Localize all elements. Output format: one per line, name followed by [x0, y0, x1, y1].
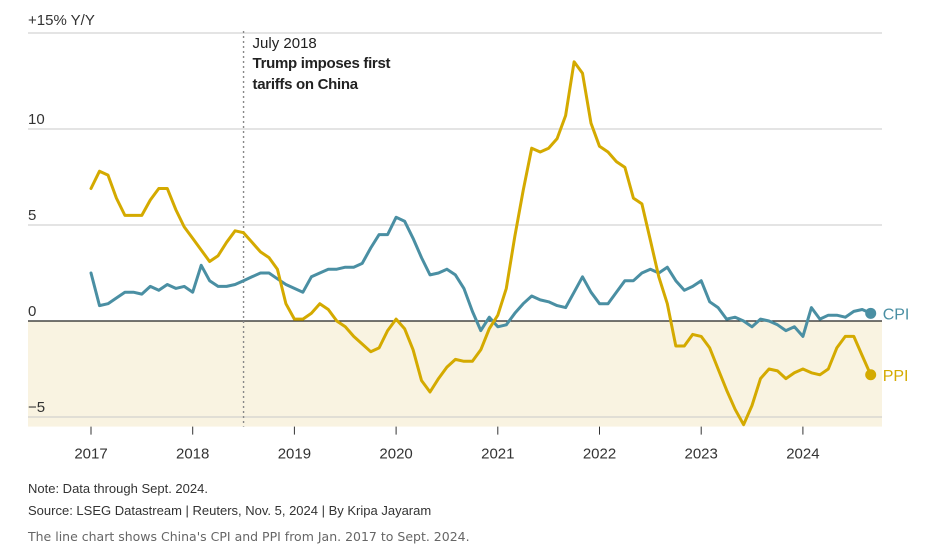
alt-text-description: The line chart shows China's CPI and PPI… — [28, 529, 470, 544]
y-tick-label: 10 — [28, 111, 45, 128]
ppi-series-label: PPI — [883, 368, 909, 385]
footnote: Note: Data through Sept. 2024. — [28, 481, 208, 496]
x-tick-label: 2022 — [583, 446, 616, 463]
x-tick-label: 2018 — [176, 446, 209, 463]
y-axis-label: +15% Y/Y — [28, 12, 95, 29]
ppi-end-marker — [865, 369, 877, 381]
tariff-annotation: July 2018 Trump imposes first tariffs on… — [242, 31, 391, 427]
x-tick-label: 2019 — [278, 446, 311, 463]
annotation-date: July 2018 — [253, 35, 317, 52]
y-tick-label: 5 — [28, 207, 36, 224]
line-chart: 10 5 0 −5 +15% Y/Y 2017 2018 2019 2020 2021 2022… — [28, 12, 910, 463]
annotation-text-line-1: Trump imposes first — [253, 55, 391, 72]
negative-region-shading — [28, 321, 882, 427]
x-tick-label: 2024 — [786, 446, 819, 463]
x-tick-label: 2023 — [685, 446, 718, 463]
x-tick-label: 2021 — [481, 446, 514, 463]
series-layer: CPI PPI — [89, 60, 910, 427]
x-tick-label: 2017 — [74, 446, 107, 463]
annotation-text-line-2: tariffs on China — [253, 76, 359, 93]
x-tick-label: 2020 — [379, 446, 412, 463]
y-tick-labels: 10 5 0 −5 — [28, 111, 45, 416]
x-axis-ticks: 2017 2018 2019 2020 2021 2022 2023 2024 — [74, 426, 820, 463]
source-line: Source: LSEG Datastream | Reuters, Nov. … — [28, 503, 432, 518]
cpi-series-label: CPI — [883, 306, 910, 323]
y-tick-label: −5 — [28, 399, 45, 416]
cpi-end-marker — [865, 307, 877, 319]
y-tick-label: 0 — [28, 303, 36, 320]
ppi-line — [89, 60, 873, 427]
cpi-line — [89, 215, 873, 338]
